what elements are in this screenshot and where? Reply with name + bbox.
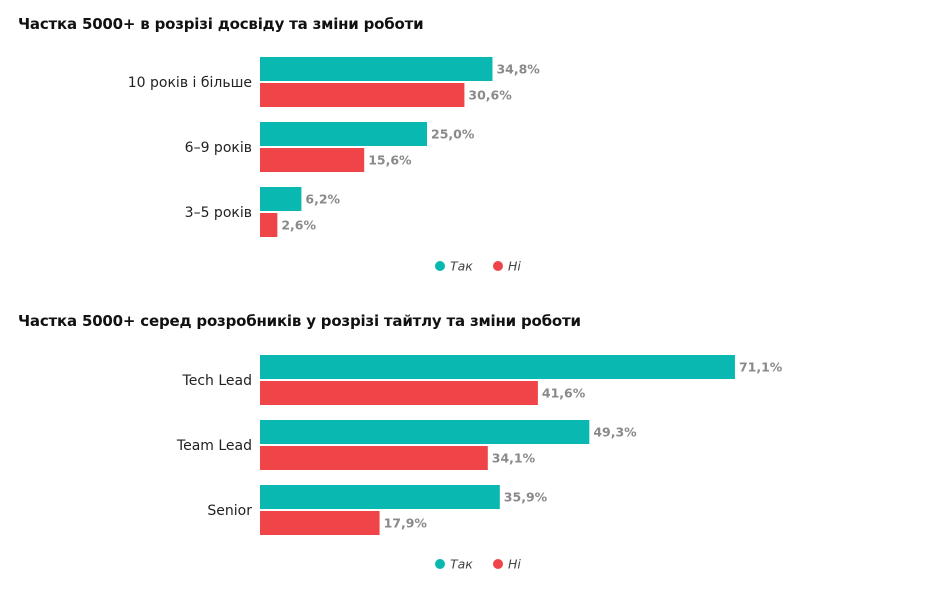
bar-series-yes	[260, 355, 735, 379]
category-label: Tech Lead	[182, 373, 252, 389]
category-label: 3–5 років	[185, 205, 252, 221]
data-label: 35,9%	[504, 490, 548, 505]
bar-series-no	[260, 213, 278, 237]
data-label: 71,1%	[739, 360, 783, 375]
data-label: 34,8%	[496, 62, 540, 77]
bar-series-yes	[260, 122, 427, 146]
bar-series-yes	[260, 57, 493, 81]
legend-label-series-no: Ні	[508, 259, 521, 274]
bar-series-no	[260, 381, 538, 405]
legend-label-series-yes: Так	[450, 557, 473, 572]
legend-swatch-series-yes	[435, 261, 445, 271]
legend-label-series-no: Ні	[508, 557, 521, 572]
chart-experience-svg: 10 років і більше 34,8% 30,6% 6–9 років 25,0…	[128, 57, 540, 274]
category-label: 10 років і більше	[128, 75, 252, 91]
bar-series-no	[260, 83, 465, 107]
data-label: 41,6%	[542, 386, 586, 401]
legend-label-series-yes: Так	[450, 259, 473, 274]
data-label: 30,6%	[468, 88, 512, 103]
data-label: 6,2%	[305, 192, 340, 207]
category-label: Senior	[207, 503, 252, 519]
data-label: 34,1%	[492, 451, 536, 466]
chart-title: Частка 5000+ в розрізі досвіду та зміни …	[18, 15, 424, 33]
legend-swatch-series-no	[493, 559, 503, 569]
bar-series-yes	[260, 187, 302, 211]
bar-series-yes	[260, 485, 500, 509]
category-label: Team Lead	[176, 438, 252, 454]
bar-series-no	[260, 148, 365, 172]
data-label: 2,6%	[281, 218, 316, 233]
bar-series-yes	[260, 420, 590, 444]
data-label: 17,9%	[384, 516, 428, 531]
bar-series-no	[260, 446, 488, 470]
data-label: 15,6%	[368, 153, 412, 168]
bar-series-no	[260, 511, 380, 535]
data-label: 49,3%	[593, 425, 637, 440]
chart-title: Частка 5000+ серед розробників у розрізі…	[18, 312, 581, 330]
legend-swatch-series-no	[493, 261, 503, 271]
category-label: 6–9 років	[185, 140, 252, 156]
legend-swatch-series-yes	[435, 559, 445, 569]
data-label: 25,0%	[431, 127, 475, 142]
